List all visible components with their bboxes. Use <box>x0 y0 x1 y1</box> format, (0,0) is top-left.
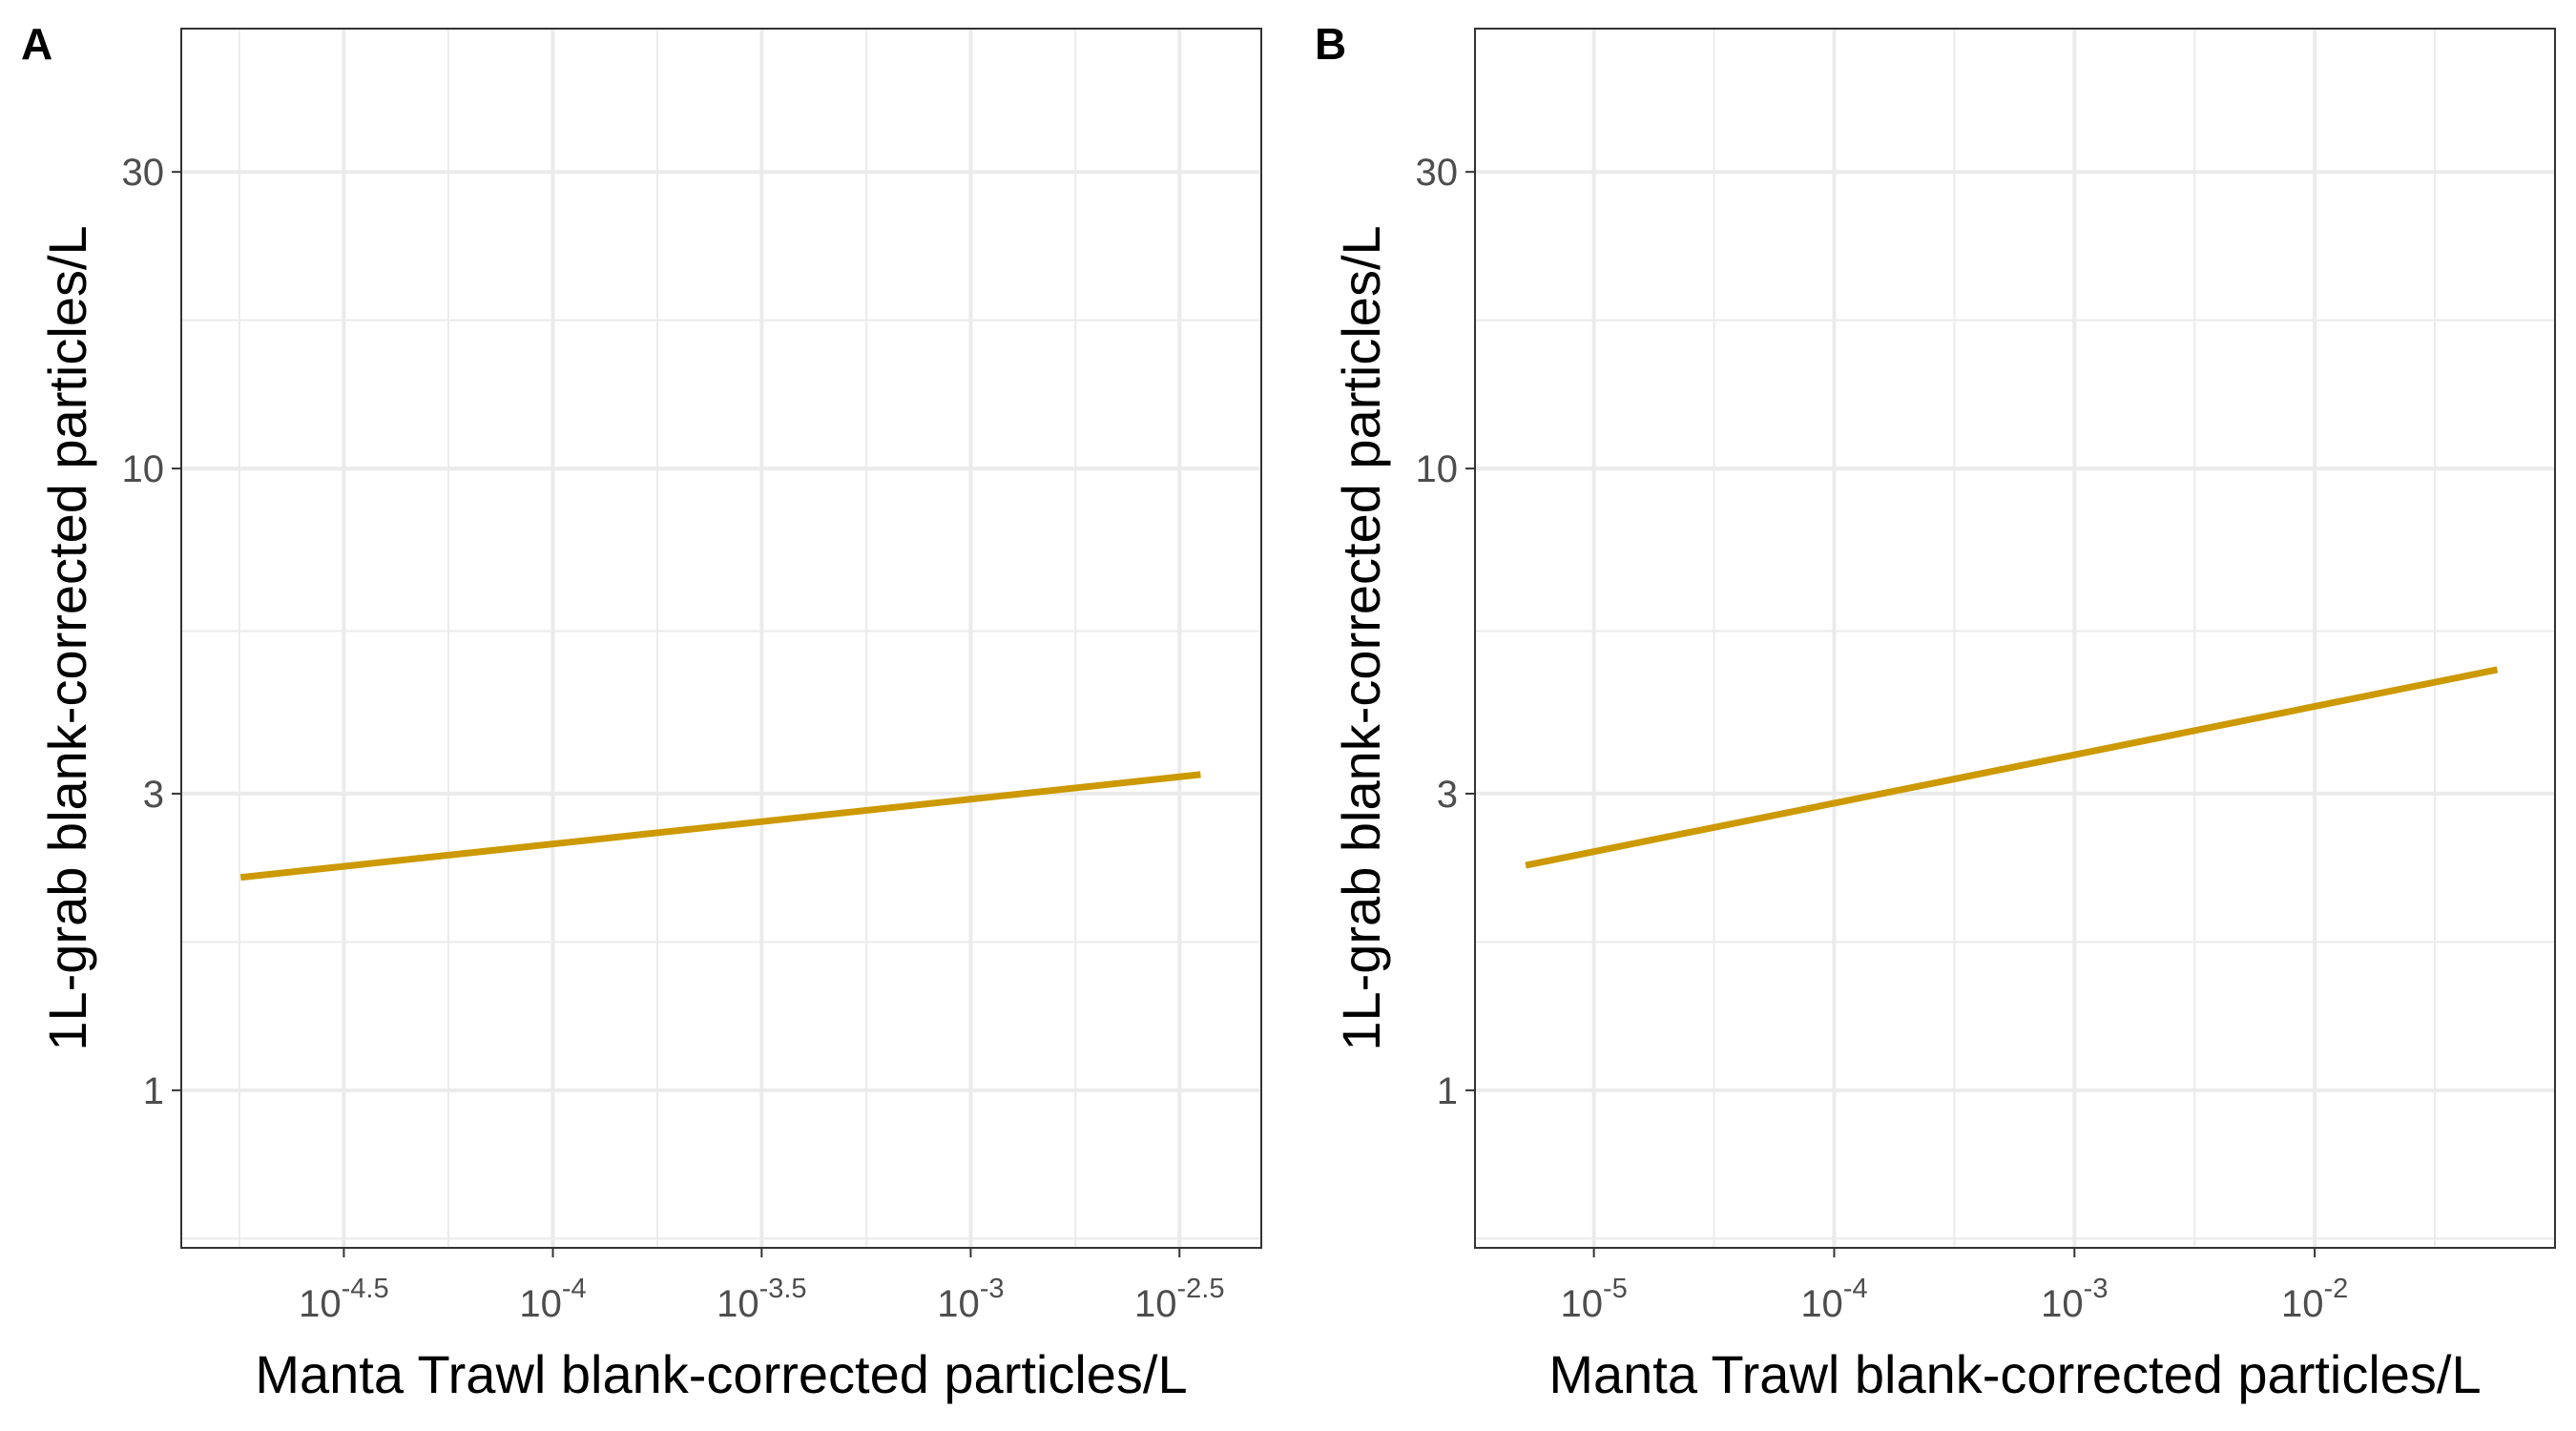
x-tick-label: 10-2 <box>2281 1274 2348 1325</box>
panel-b: 1 3 10 30 10-5 10-4 10-3 10-2 Manta Trawl blank-… <box>1315 19 2556 1404</box>
y-axis-title: 1L-grab blank-corrected particles/L <box>37 225 97 1050</box>
x-tick-label: 10-5 <box>1560 1274 1627 1325</box>
y-tick-label: 10 <box>122 448 165 490</box>
x-tick-label: 10-3 <box>2041 1274 2108 1325</box>
y-tick-label: 30 <box>1416 152 1459 194</box>
panel-border <box>1474 28 2556 1249</box>
y-tick-label: 1 <box>1437 1070 1458 1112</box>
y-tick-label: 30 <box>122 152 165 194</box>
y-axis-title: 1L-grab blank-corrected particles/L <box>1331 225 1391 1050</box>
x-tick-label: 10-4 <box>519 1274 586 1325</box>
plot-background <box>181 29 1261 1248</box>
x-tick-label: 10-2.5 <box>1134 1274 1224 1325</box>
y-tick-label: 10 <box>1416 448 1459 490</box>
x-tick-label: 10-4 <box>1800 1274 1867 1325</box>
panel-border <box>180 28 1262 1249</box>
y-tick-label: 3 <box>1437 774 1458 816</box>
panel-label: B <box>1315 19 1346 69</box>
x-axis-title: Manta Trawl blank-corrected particles/L <box>1548 1344 2481 1404</box>
y-tick-label: 3 <box>143 774 164 816</box>
plot-background <box>1475 29 2555 1248</box>
panel-label: A <box>21 19 52 69</box>
x-tick-label: 10-3.5 <box>717 1274 806 1325</box>
fit-line <box>239 771 1201 881</box>
x-axis-title: Manta Trawl blank-corrected particles/L <box>255 1344 1187 1404</box>
fit-line <box>1525 666 2499 869</box>
x-tick-label: 10-3 <box>937 1274 1004 1325</box>
x-tick-label: 10-4.5 <box>299 1274 388 1325</box>
panel-a: 1 3 10 30 10-4.5 10-4 10-3.5 10-3 10-2.5 Manta Tr… <box>21 19 1262 1404</box>
y-tick-label: 1 <box>143 1070 164 1112</box>
